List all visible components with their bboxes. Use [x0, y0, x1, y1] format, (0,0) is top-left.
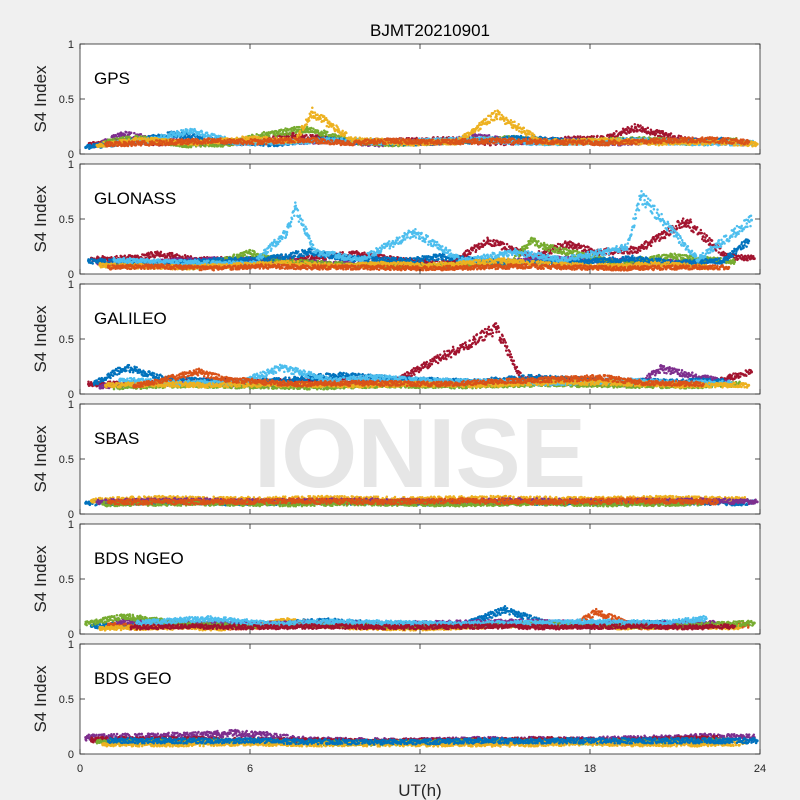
s4-index-chart: BJMT20210901 UT(h) 00.51S4 Index GPS00.51… [0, 0, 800, 800]
x-axis-label: UT(h) [398, 781, 441, 800]
point [670, 132, 673, 135]
point [634, 123, 637, 126]
point [625, 132, 628, 135]
point [133, 132, 136, 135]
point [673, 135, 676, 138]
point [639, 124, 642, 127]
data-point [634, 126, 637, 129]
point [644, 128, 647, 131]
point [596, 135, 599, 138]
point [658, 130, 661, 133]
point [130, 132, 133, 135]
figure: BJMT20210901 UT(h) 0 0.5 1 S4 Index GPS 0 0.5 1… [0, 0, 800, 800]
point [305, 134, 308, 137]
point [647, 127, 650, 129]
point [662, 130, 665, 133]
point [613, 133, 616, 136]
point [615, 130, 618, 133]
data-point [291, 134, 294, 137]
point [140, 133, 143, 136]
point [629, 131, 632, 134]
point [631, 125, 634, 128]
point [593, 135, 596, 138]
chart-title: BJMT20210901 [370, 21, 490, 40]
point [678, 134, 681, 137]
point [125, 131, 128, 134]
point [636, 130, 639, 133]
